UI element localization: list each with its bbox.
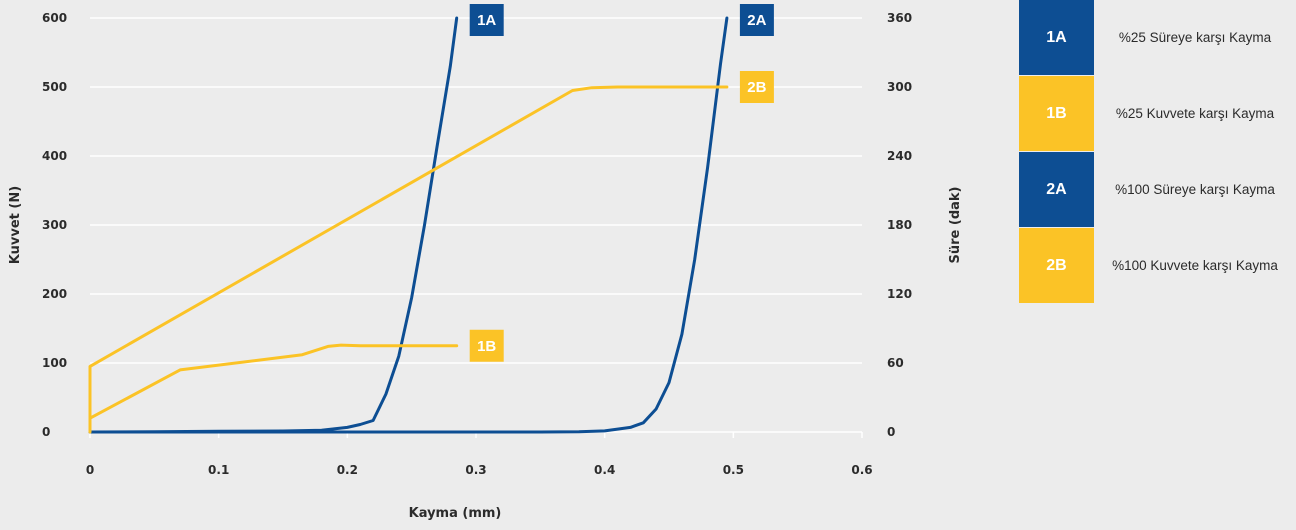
series-lines [88,16,729,434]
x-tick-label: 0.2 [337,463,358,477]
series-tag-1a: 1A [469,4,504,36]
y-right-tick-label: 180 [887,218,912,232]
series-tag-box [739,71,774,103]
x-axis-title: Kayma (mm) [409,506,502,521]
legend-swatch-2b: 2B [1019,228,1094,303]
series-tag-label: 1A [477,12,496,29]
legend-label-1a: %25 Süreye karşı Kayma [1118,30,1272,45]
series-line-1b [88,343,459,434]
series-line-2a [88,16,729,434]
y-left-tick-label: 300 [42,218,67,232]
x-tick-label: 0 [86,463,94,477]
tick-labels: 0 100 200 300 400 500 600 0 60 120 180 240 300 360 0 0.… [42,11,912,477]
legend-item-2a: 2A %100 Süreye karşı Kayma [1019,152,1296,227]
series-tags: 1A 1B 2A 2B [469,4,774,362]
y-axis-right-title: Süre (dak) [948,187,963,264]
chart: 0 100 200 300 400 500 600 0 60 120 180 240 300 360 0 0.… [8,4,963,521]
x-tick-label: 0.1 [208,463,229,477]
y-left-tick-label: 0 [42,425,50,439]
legend-item-2b: 2B %100 Kuvvete karşı Kayma [1019,228,1296,303]
y-right-tick-label: 0 [887,425,895,439]
legend-item-1b: 1B %25 Kuvvete karşı Kayma [1019,76,1296,151]
y-left-tick-label: 500 [42,80,67,94]
legend: 1A %25 Süreye karşı Kayma 1B %25 Kuvvete… [1019,0,1296,304]
y-left-tick-label: 100 [42,356,67,370]
x-tick-label: 0.4 [594,463,615,477]
y-right-tick-label: 120 [887,287,912,301]
x-tick-label: 0.5 [723,463,744,477]
series-tag-label: 2A [747,12,766,29]
series-tag-box [469,4,504,36]
y-right-tick-label: 60 [887,356,904,370]
x-tick-label: 0.3 [465,463,486,477]
series-tag-label: 2B [747,79,766,96]
legend-swatch-2a: 2A [1019,152,1094,227]
y-left-tick-label: 400 [42,149,67,163]
legend-swatch-1a: 1A [1019,0,1094,75]
legend-label-2b: %100 Kuvvete karşı Kayma [1112,258,1278,273]
legend-label-2a: %100 Süreye karşı Kayma [1115,182,1275,197]
series-tag-1b: 1B [469,329,504,362]
legend-item-1a: 1A %25 Süreye karşı Kayma [1019,0,1296,75]
y-right-tick-label: 360 [887,11,912,25]
series-tag-2b: 2B [739,71,774,103]
y-left-tick-label: 200 [42,287,67,301]
legend-label-1b: %25 Kuvvete karşı Kayma [1115,106,1275,121]
series-tag-box [469,329,504,362]
series-line-2b [88,85,729,434]
series-tag-box [739,4,774,36]
y-axis-left-title: Kuvvet (N) [8,186,23,264]
y-left-tick-label: 600 [42,11,67,25]
x-tick-label: 0.6 [851,463,872,477]
y-right-tick-label: 300 [887,80,912,94]
y-right-tick-label: 240 [887,149,912,163]
series-tag-label: 1B [477,338,496,355]
series-tag-2a: 2A [739,4,774,36]
legend-swatch-1b: 1B [1019,76,1094,151]
